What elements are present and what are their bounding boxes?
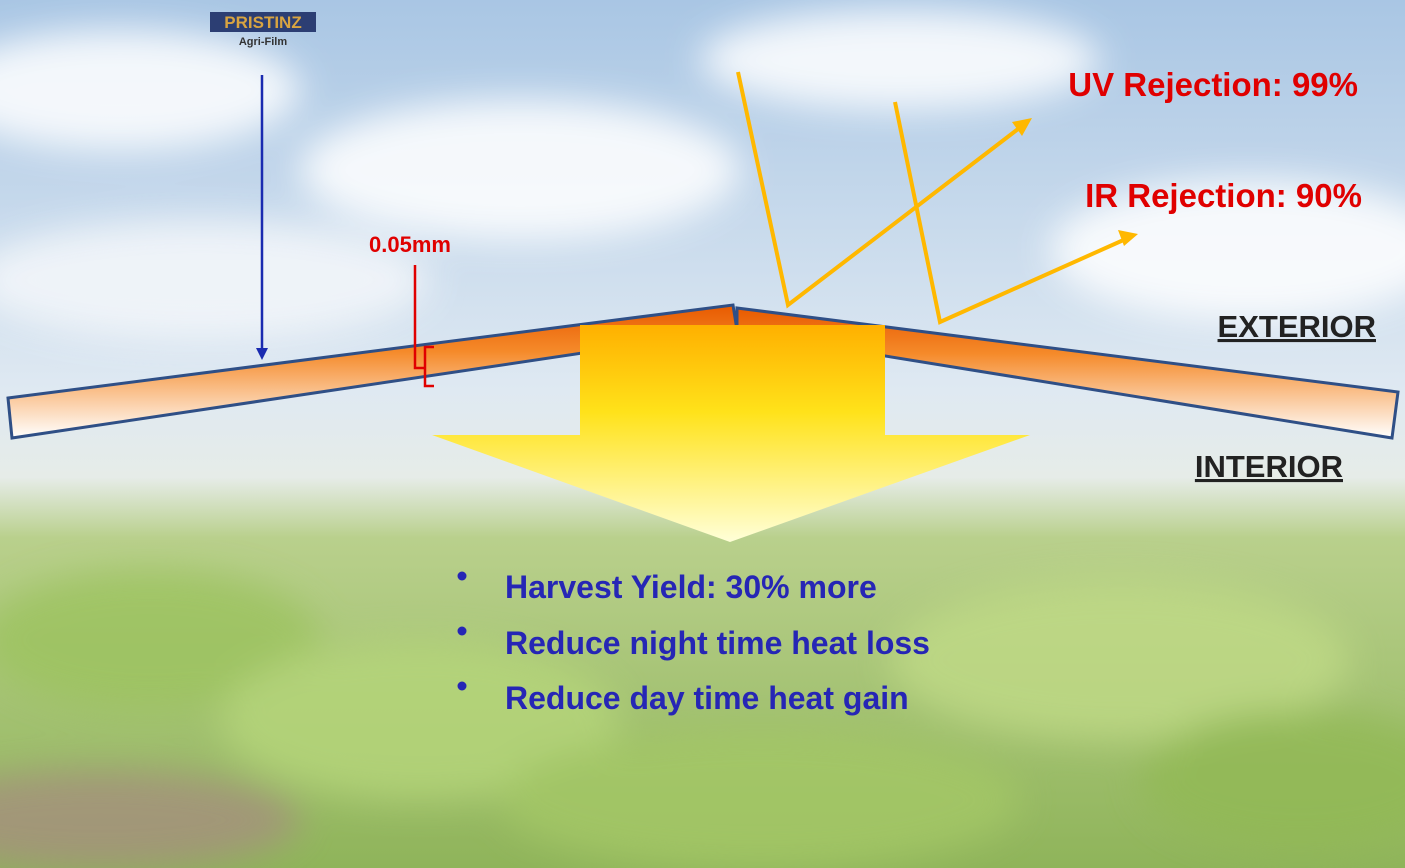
uv-label: UV Rejection: 99% (1068, 66, 1358, 103)
page: PRISTINZ Agri-Film 0.05mm UV Rejection: … (0, 0, 1405, 868)
benefit: Reduce day time heat gain (505, 680, 909, 716)
benefits-list: Harvest Yield: 30% more Reduce night tim… (458, 569, 930, 716)
exterior-label: EXTERIOR (1218, 309, 1376, 344)
logo-subtitle: Agri-Film (239, 36, 287, 48)
ir-label: IR Rejection: 90% (1085, 177, 1362, 214)
benefit: Harvest Yield: 30% more (505, 569, 877, 605)
bullet (458, 572, 467, 581)
logo-brand: PRISTINZ (224, 13, 301, 32)
bullet (458, 682, 467, 691)
bullet (458, 627, 467, 636)
slide: PRISTINZ Agri-Film 0.05mm UV Rejection: … (0, 0, 1405, 868)
thickness-label: 0.05mm (369, 232, 451, 257)
benefit: Reduce night time heat loss (505, 625, 930, 661)
interior-label: INTERIOR (1195, 449, 1343, 484)
